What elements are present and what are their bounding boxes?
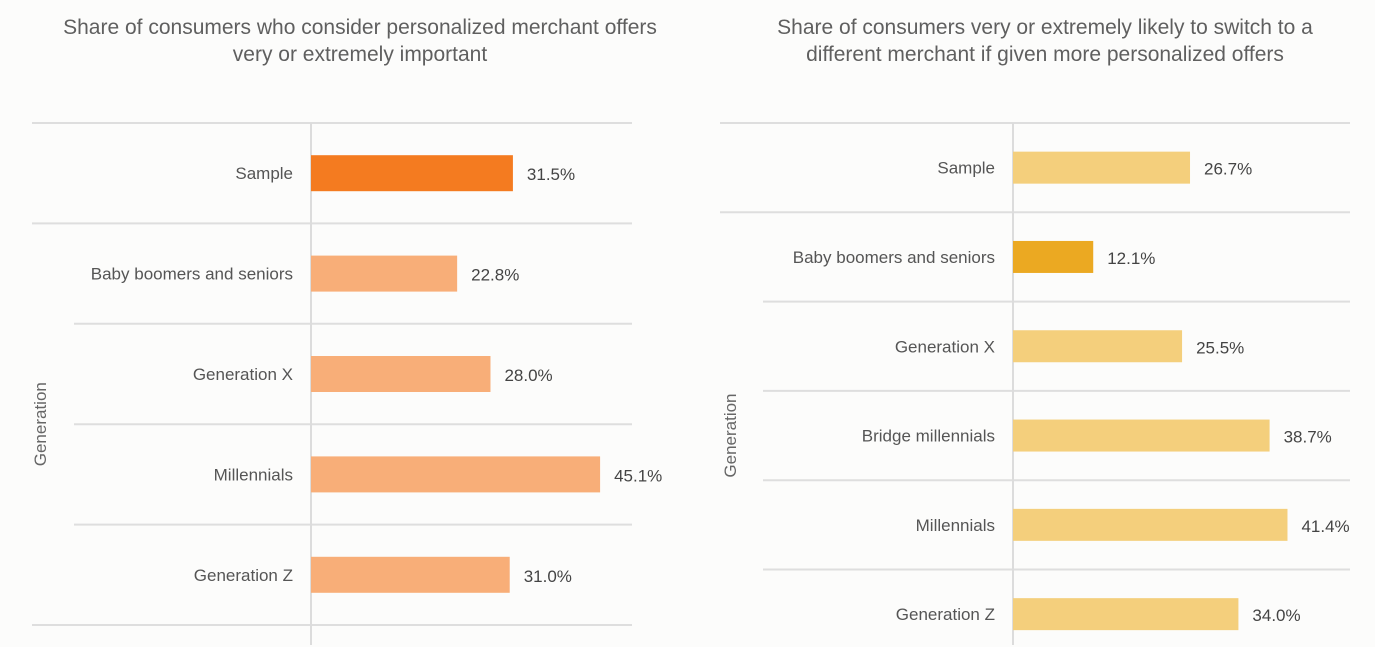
chart2-axis-title: Generation [721, 393, 740, 477]
chart2-value-label: 41.4% [1301, 517, 1349, 536]
chart2-bar [1013, 240, 1094, 273]
chart1-category-label: Generation X [193, 365, 293, 384]
chart2-bar [1013, 151, 1191, 184]
chart2-category-label: Bridge millennials [862, 427, 995, 446]
chart2-value-label: 25.5% [1196, 338, 1244, 357]
chart1-value-label: 31.0% [524, 567, 572, 586]
chart2-category-label: Millennials [916, 516, 995, 535]
chart2-category-label: Generation X [895, 337, 995, 356]
chart2-value-label: 12.1% [1107, 249, 1155, 268]
chart1-value-label: 22.8% [471, 266, 519, 285]
chart1-category-label: Baby boomers and seniors [91, 265, 293, 284]
chart2-category-label: Generation Z [896, 605, 995, 624]
chart1-bar [311, 255, 458, 292]
chart2-bar [1013, 330, 1183, 363]
chart1-value-label: 31.5% [527, 165, 575, 184]
chart2-bar [1013, 508, 1288, 541]
chart2-category-label: Baby boomers and seniors [793, 248, 995, 267]
chart2-value-label: 34.0% [1252, 606, 1300, 625]
chart1-value-label: 28.0% [504, 366, 552, 385]
chart-title-importance: Share of consumers who consider personal… [63, 16, 657, 66]
chart2-bar [1013, 598, 1239, 631]
chart1-bar [311, 456, 601, 493]
chart2-value-label: 26.7% [1204, 160, 1252, 179]
chart1-category-label: Sample [235, 164, 293, 183]
chart1-bar [311, 155, 513, 192]
chart1-bar [311, 356, 491, 392]
chart1-category-label: Generation Z [194, 566, 293, 585]
chart-title-switch: Share of consumers very or extremely lik… [777, 16, 1313, 66]
chart2-bar [1013, 419, 1270, 452]
chart2-category-label: Sample [937, 159, 995, 178]
chart2-value-label: 38.7% [1284, 428, 1332, 447]
chart1-bar [311, 556, 510, 593]
chart1-category-label: Millennials [214, 465, 293, 484]
chart1-value-label: 45.1% [614, 466, 662, 485]
chart1-axis-title: Generation [31, 382, 50, 466]
